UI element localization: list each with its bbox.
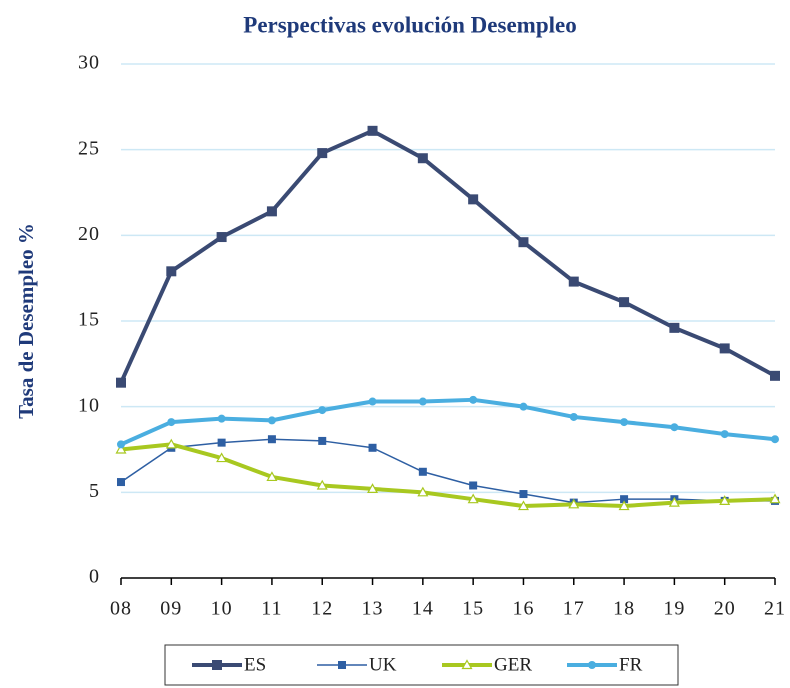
x-tick-label: 20: [714, 598, 736, 620]
marker: [117, 478, 125, 487]
series-line: [119, 128, 776, 384]
marker: [461, 659, 473, 670]
marker: [115, 443, 127, 454]
marker: [418, 397, 427, 406]
marker: [568, 276, 579, 287]
marker: [318, 436, 327, 445]
marker: [519, 402, 528, 411]
y-axis-label: Tasa de Desempleo %: [14, 223, 38, 419]
marker: [569, 412, 578, 421]
marker: [116, 377, 126, 388]
x-tick-label: 12: [311, 598, 333, 620]
legend-label: UK: [369, 654, 397, 675]
series-line: [120, 442, 776, 509]
x-tick-label: 08: [110, 598, 132, 620]
marker: [316, 479, 328, 490]
marker: [217, 414, 226, 423]
legend-box: [164, 644, 679, 686]
marker: [719, 343, 730, 354]
marker: [720, 430, 729, 439]
marker: [770, 370, 780, 381]
marker: [267, 435, 276, 444]
marker: [769, 493, 781, 504]
x-tick-label: 11: [261, 598, 282, 620]
marker: [166, 266, 177, 277]
chart-title: Perspectivas evolución Desempleo: [243, 12, 576, 37]
marker: [165, 438, 177, 449]
x-tick-label: 14: [412, 598, 434, 620]
y-tick-label: 15: [78, 309, 100, 331]
marker: [517, 500, 529, 511]
marker: [417, 486, 429, 497]
y-tick-label: 25: [78, 137, 100, 159]
marker: [618, 500, 630, 511]
y-tick-label: 10: [78, 394, 100, 416]
x-tick-label: 13: [362, 598, 384, 620]
x-tick-label: 19: [663, 598, 685, 620]
marker: [367, 483, 379, 494]
x-tick-label: 16: [512, 598, 534, 620]
x-tick-label: 10: [211, 598, 233, 620]
marker: [568, 498, 580, 509]
marker: [668, 496, 680, 507]
marker: [669, 322, 680, 333]
marker: [771, 435, 779, 444]
marker: [368, 397, 377, 406]
y-tick-label: 30: [78, 52, 100, 74]
marker: [519, 490, 528, 499]
legend-label: ES: [244, 654, 266, 675]
marker: [266, 206, 277, 217]
marker: [167, 418, 176, 427]
marker: [318, 406, 327, 415]
marker: [117, 440, 125, 449]
marker: [368, 443, 377, 452]
marker: [468, 194, 479, 205]
marker: [620, 495, 629, 504]
y-tick-label: 5: [89, 480, 100, 502]
marker: [467, 493, 479, 504]
marker: [217, 438, 226, 447]
marker: [518, 237, 529, 248]
x-tick-label: 17: [563, 598, 585, 620]
marker: [469, 395, 478, 404]
marker: [619, 297, 630, 308]
series-line: [120, 397, 776, 447]
marker: [670, 423, 679, 432]
marker: [417, 153, 428, 164]
marker: [620, 418, 629, 427]
marker: [367, 125, 378, 136]
x-tick-label: 15: [462, 598, 484, 620]
marker: [469, 481, 478, 490]
marker: [338, 661, 346, 669]
marker: [719, 495, 731, 505]
marker: [212, 660, 222, 670]
marker: [216, 232, 227, 243]
marker: [317, 148, 328, 159]
x-tick-label: 18: [613, 598, 635, 620]
x-tick-label: 21: [764, 598, 786, 620]
x-tick-label: 09: [160, 598, 182, 620]
y-tick-label: 20: [78, 223, 100, 245]
marker: [588, 661, 596, 669]
marker: [418, 467, 427, 476]
series-line: [120, 438, 775, 504]
legend-label: GER: [494, 654, 532, 675]
legend-label: FR: [619, 654, 643, 675]
marker: [266, 471, 278, 482]
marker: [216, 452, 228, 463]
marker: [267, 416, 276, 425]
y-tick-label: 0: [89, 566, 100, 588]
